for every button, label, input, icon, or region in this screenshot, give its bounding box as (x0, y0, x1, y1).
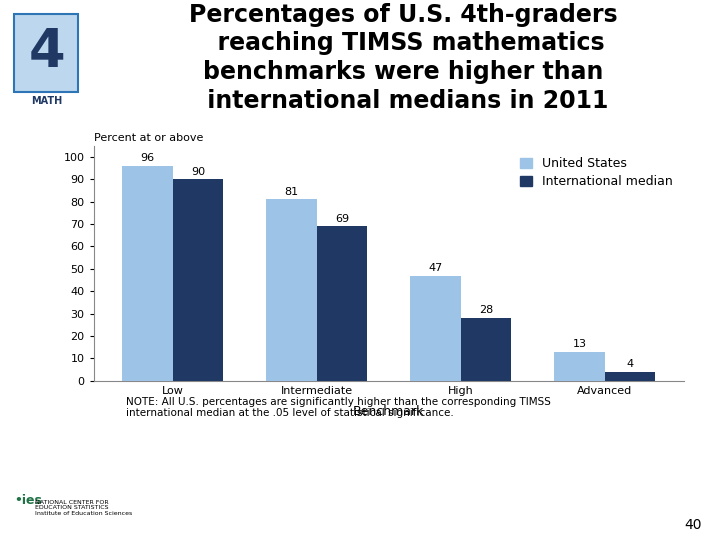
Text: 90: 90 (191, 167, 205, 177)
Text: •ies: •ies (14, 494, 42, 507)
Bar (554, 352, 605, 381)
Text: 28: 28 (479, 306, 493, 315)
Text: NATIONAL CENTER FOR
EDUCATION STATISTICS
Institute of Education Sciences: NATIONAL CENTER FOR EDUCATION STATISTICS… (35, 500, 132, 516)
Bar (317, 226, 367, 381)
Text: Percent at or above: Percent at or above (94, 133, 203, 143)
Text: 69: 69 (335, 214, 349, 224)
Text: 40: 40 (685, 518, 702, 532)
Text: Percentages of U.S. 4th-graders
  reaching TIMSS mathematics
benchmarks were hig: Percentages of U.S. 4th-graders reaching… (189, 3, 618, 113)
Text: MATH: MATH (31, 96, 63, 106)
Text: 4: 4 (29, 26, 65, 78)
Bar (122, 166, 173, 381)
Text: NOTE: All U.S. percentages are significantly higher than the corresponding TIMSS: NOTE: All U.S. percentages are significa… (126, 397, 551, 418)
Bar (266, 199, 317, 381)
Text: 81: 81 (284, 187, 299, 197)
Text: 96: 96 (140, 153, 155, 163)
Bar (173, 179, 223, 381)
Text: 47: 47 (428, 263, 443, 273)
Bar (410, 275, 461, 381)
Text: 13: 13 (572, 339, 587, 349)
Text: 4: 4 (626, 359, 634, 369)
FancyBboxPatch shape (14, 14, 78, 92)
Legend: United States, International median: United States, International median (515, 152, 678, 193)
X-axis label: Benchmark: Benchmark (353, 404, 425, 417)
Bar (461, 318, 511, 381)
Bar (605, 372, 655, 381)
